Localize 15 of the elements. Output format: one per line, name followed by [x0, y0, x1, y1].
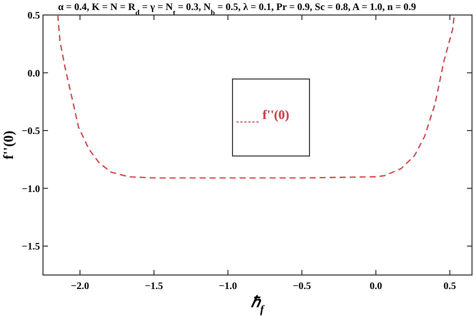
y-tick-label: 0.5: [28, 10, 40, 22]
x-tick-label: 0.5: [444, 281, 456, 292]
x-tick-label: −1.5: [144, 281, 164, 292]
y-tick-label: −0.5: [22, 126, 40, 138]
x-tick-label: −1.0: [218, 281, 238, 292]
x-tick-label: −0.5: [292, 281, 311, 292]
x-tick-label: −2.0: [70, 281, 90, 292]
x-axis-title: ℏ$_{f}$: [250, 295, 266, 316]
line-series: [57, 14, 455, 179]
legend-label: f''(0): [262, 107, 290, 122]
y-tick-label: −1.0: [22, 184, 40, 195]
y-tick-label: 0.0: [28, 68, 40, 80]
x-tick-label: 0.0: [370, 281, 382, 292]
y-axis-title: f''(0): [2, 130, 17, 160]
y-tick-label: −1.5: [22, 242, 40, 253]
